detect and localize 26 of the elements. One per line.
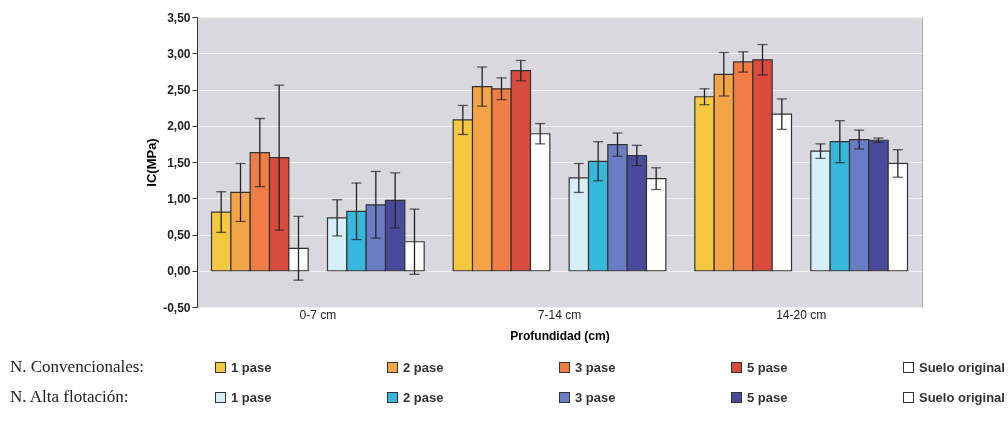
y-tick-label: 0,00: [167, 264, 191, 279]
legend-label: 1 pase: [231, 389, 272, 405]
legend-label: 3 pase: [575, 359, 616, 375]
x-tick-label: 0-7 cm: [299, 307, 337, 322]
text: N. Alta flotación:: [10, 387, 130, 407]
y-tick-label: 3,00: [167, 46, 191, 61]
x-tick-label: 14-20 cm: [776, 307, 827, 322]
x-axis-title: Profundidad (cm): [510, 328, 610, 343]
x-tick-label: 7-14 cm: [537, 307, 582, 322]
legend-label: Suelo original: [919, 359, 1005, 375]
legend-label: 2 pase: [403, 359, 444, 375]
y-tick-label: 1,00: [167, 191, 191, 206]
y-tick-label: 0,50: [167, 228, 191, 242]
y-tick-label: 2,00: [167, 119, 191, 134]
legend-label: 5 pase: [747, 359, 788, 375]
text: N. Convencionales:: [10, 357, 146, 377]
y-axis-title: IC(MPa): [144, 138, 160, 187]
legend-label: 2 pase: [403, 389, 444, 405]
legend-label: 3 pase: [575, 389, 616, 405]
legend-label: 5 pase: [747, 389, 788, 405]
legend-label: Suelo original: [919, 389, 1005, 405]
y-tick-label: 2,50: [167, 83, 191, 97]
y-tick-label: -0,50: [163, 300, 191, 315]
y-tick-label: 3,50: [167, 10, 191, 25]
legend-label: 1 pase: [231, 359, 272, 375]
y-tick-label: 1,50: [167, 155, 191, 170]
